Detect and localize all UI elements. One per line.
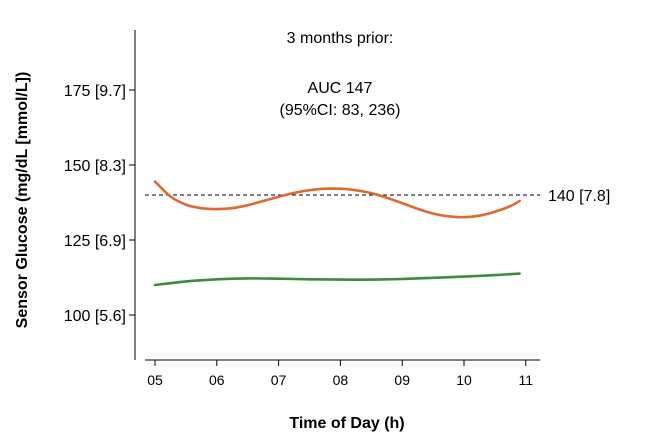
reference-line-label: 140 [7.8] [548,188,610,205]
series-line-orange [153,180,521,219]
y-tick-label: 100 [5.6] [64,308,126,325]
y-tick-label: 175 [9.7] [64,83,126,100]
y-axis-title: Sensor Glucose (mg/dL [mmol/L]) [14,72,31,329]
series-line-green [153,272,521,287]
x-tick-label: 08 [333,372,349,388]
x-tick-label: 06 [209,372,225,388]
ci-annotation: (95%CI: 83, 236) [280,102,401,119]
auc-annotation: AUC 147 [308,80,373,97]
x-tick-label: 05 [147,372,163,388]
x-tick-label: 07 [271,372,287,388]
y-tick-label: 150 [8.3] [64,158,126,175]
x-tick-label: 09 [394,372,410,388]
x-tick-label: 10 [456,372,472,388]
y-ticks: 100 [5.6] 125 [6.9] 150 [8.3] 175 [9.7] [64,83,135,325]
series-layer [153,180,521,287]
x-axis-title: Time of Day (h) [289,415,404,432]
period-annotation: 3 months prior: [287,30,394,47]
x-ticks: 05 06 07 08 09 10 11 [147,360,533,388]
x-tick-label: 11 [519,372,534,388]
y-tick-label: 125 [6.9] [64,233,126,250]
